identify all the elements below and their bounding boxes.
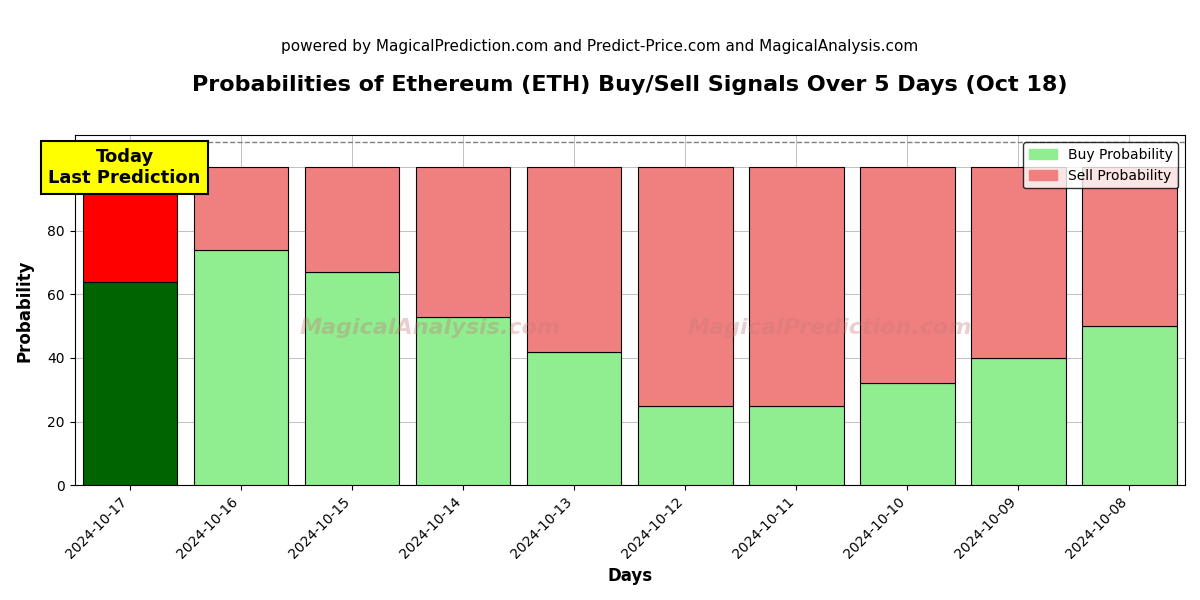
Bar xyxy=(83,167,178,281)
Bar xyxy=(638,167,732,406)
Text: MagicalAnalysis.com: MagicalAnalysis.com xyxy=(300,318,560,338)
Text: MagicalPrediction.com: MagicalPrediction.com xyxy=(688,318,972,338)
Text: Today
Last Prediction: Today Last Prediction xyxy=(48,148,200,187)
Bar xyxy=(860,383,955,485)
Bar xyxy=(527,167,622,352)
Bar xyxy=(305,272,400,485)
Bar xyxy=(194,167,288,250)
Legend: Buy Probability, Sell Probability: Buy Probability, Sell Probability xyxy=(1024,142,1178,188)
Y-axis label: Probability: Probability xyxy=(16,259,34,362)
Bar xyxy=(971,167,1066,358)
Bar xyxy=(749,406,844,485)
Bar xyxy=(194,250,288,485)
Bar xyxy=(749,167,844,406)
Bar xyxy=(416,167,510,317)
Bar xyxy=(83,281,178,485)
Title: Probabilities of Ethereum (ETH) Buy/Sell Signals Over 5 Days (Oct 18): Probabilities of Ethereum (ETH) Buy/Sell… xyxy=(192,75,1068,95)
Bar xyxy=(305,167,400,272)
Bar xyxy=(971,358,1066,485)
X-axis label: Days: Days xyxy=(607,567,653,585)
Bar xyxy=(638,406,732,485)
Bar xyxy=(527,352,622,485)
Bar xyxy=(1082,326,1177,485)
Bar xyxy=(1082,167,1177,326)
Bar xyxy=(416,317,510,485)
Text: powered by MagicalPrediction.com and Predict-Price.com and MagicalAnalysis.com: powered by MagicalPrediction.com and Pre… xyxy=(281,39,919,54)
Bar xyxy=(860,167,955,383)
